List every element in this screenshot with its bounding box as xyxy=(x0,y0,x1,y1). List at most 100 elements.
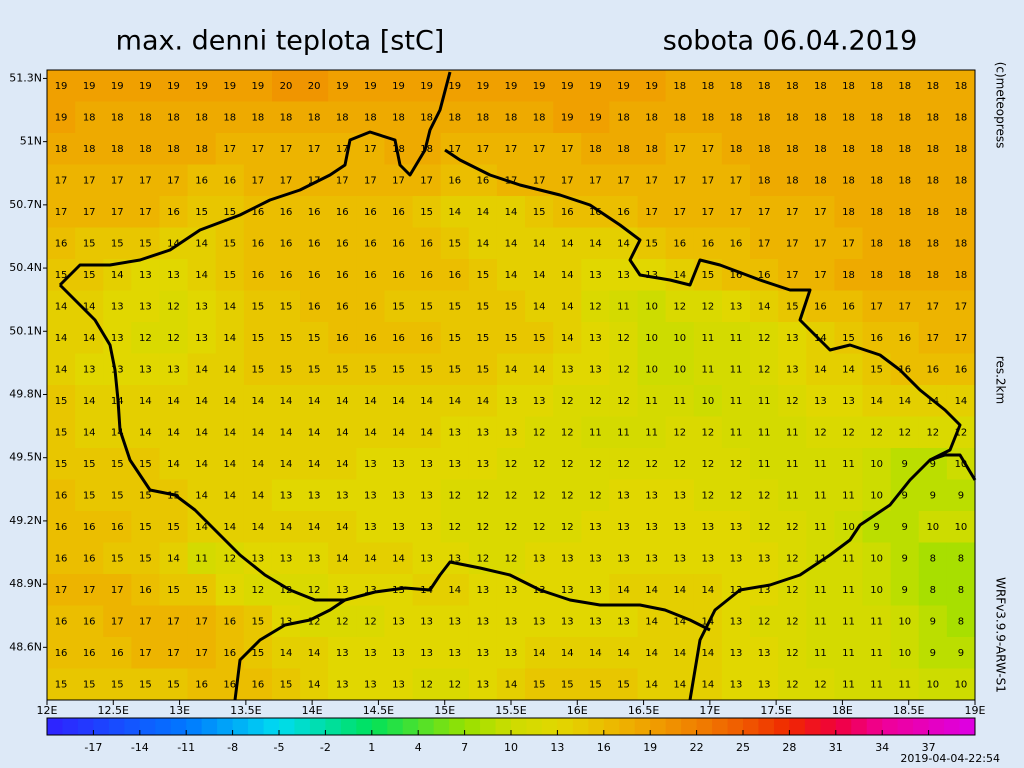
colorbar-step xyxy=(480,718,497,735)
temp-cell xyxy=(243,668,273,701)
temp-cell xyxy=(271,322,301,354)
temp-label: 15 xyxy=(139,238,152,249)
temp-label: 17 xyxy=(730,207,743,218)
temp-label: 12 xyxy=(730,490,743,501)
temp-cell xyxy=(609,164,639,197)
temp-label: 14 xyxy=(308,679,321,690)
temp-cell xyxy=(750,133,779,165)
temp-label: 16 xyxy=(111,522,124,533)
colorbar-step xyxy=(340,718,357,735)
temp-cell xyxy=(243,290,273,323)
temp-cell xyxy=(131,511,160,543)
temp-cell xyxy=(159,133,189,165)
temp-cell xyxy=(159,605,189,638)
temp-label: 14 xyxy=(955,396,968,407)
temp-cell xyxy=(187,637,217,669)
temp-cell xyxy=(581,668,610,701)
temp-label: 9 xyxy=(902,522,908,533)
temp-label: 13 xyxy=(392,522,405,533)
temp-label: 14 xyxy=(195,522,208,533)
temp-label: 14 xyxy=(223,301,236,312)
temp-cell xyxy=(243,70,273,102)
temp-cell xyxy=(271,637,301,669)
temp-label: 17 xyxy=(55,207,68,218)
temp-cell xyxy=(159,290,189,323)
temp-label: 12 xyxy=(252,585,265,596)
temp-label: 18 xyxy=(814,175,827,186)
temp-label: 15 xyxy=(252,616,265,627)
temp-label: 18 xyxy=(926,81,939,92)
temp-cell xyxy=(665,511,695,543)
temp-cell xyxy=(356,322,385,354)
temp-label: 19 xyxy=(420,81,433,92)
temp-label: 15 xyxy=(308,333,321,344)
temp-label: 12 xyxy=(589,459,602,470)
colorbar-step xyxy=(511,718,527,735)
temp-cell xyxy=(468,227,498,260)
temp-cell xyxy=(47,448,76,480)
temp-label: 12 xyxy=(786,396,799,407)
temp-cell xyxy=(525,542,554,575)
temp-label: 14 xyxy=(673,679,686,690)
temp-cell xyxy=(47,385,76,417)
temp-label: 16 xyxy=(701,238,714,249)
temp-cell xyxy=(131,353,160,386)
temp-label: 17 xyxy=(195,648,208,659)
temp-label: 18 xyxy=(814,112,827,123)
temp-label: 14 xyxy=(477,396,490,407)
temp-label: 11 xyxy=(814,616,827,627)
temp-label: 18 xyxy=(280,112,293,123)
temp-cell xyxy=(665,416,695,449)
temp-cell xyxy=(440,416,470,449)
temp-cell xyxy=(328,101,357,134)
temp-cell xyxy=(665,479,695,512)
temp-cell xyxy=(187,385,217,417)
temp-cell xyxy=(187,259,217,291)
temp-label: 13 xyxy=(758,553,771,564)
temp-cell xyxy=(609,574,639,606)
lon-label: 13.5E xyxy=(230,704,261,717)
temp-cell xyxy=(693,353,723,386)
temp-label: 15 xyxy=(701,270,714,281)
temp-cell xyxy=(693,416,723,449)
temp-label: 14 xyxy=(589,238,602,249)
temp-cell xyxy=(862,511,892,543)
temp-label: 15 xyxy=(420,364,433,375)
temp-cell xyxy=(665,227,695,260)
temp-label: 15 xyxy=(111,553,124,564)
temp-label: 12 xyxy=(505,553,518,564)
temp-label: 13 xyxy=(505,616,518,627)
temp-label: 16 xyxy=(55,522,68,533)
temp-cell xyxy=(412,605,442,638)
temp-label: 9 xyxy=(902,490,908,501)
temp-cell xyxy=(47,511,76,543)
temp-label: 17 xyxy=(955,333,968,344)
temp-label: 16 xyxy=(392,270,405,281)
temp-label: 15 xyxy=(111,238,124,249)
temp-cell xyxy=(918,479,948,512)
temp-cell xyxy=(468,164,498,197)
temp-label: 14 xyxy=(561,333,574,344)
colorbar-step xyxy=(387,718,404,735)
temp-label: 15 xyxy=(280,364,293,375)
colorbar-step xyxy=(712,718,729,735)
temp-cell xyxy=(918,353,948,386)
temp-label: 17 xyxy=(280,175,293,186)
temp-label: 13 xyxy=(673,522,686,533)
temp-cell xyxy=(159,70,189,102)
temp-label: 14 xyxy=(252,490,265,501)
temp-label: 12 xyxy=(364,616,377,627)
lon-label: 15E xyxy=(434,704,455,717)
temp-cell xyxy=(356,227,385,260)
temp-label: 15 xyxy=(392,301,405,312)
temp-cell xyxy=(131,416,160,449)
temp-label: 16 xyxy=(392,333,405,344)
temp-cell xyxy=(581,227,610,260)
temp-cell xyxy=(328,353,357,386)
temp-cell xyxy=(75,574,104,606)
temp-label: 15 xyxy=(336,364,349,375)
colorbar-step xyxy=(47,718,63,735)
temp-label: 13 xyxy=(730,522,743,533)
temp-cell xyxy=(778,164,807,197)
colorbar-label: 10 xyxy=(504,741,518,754)
